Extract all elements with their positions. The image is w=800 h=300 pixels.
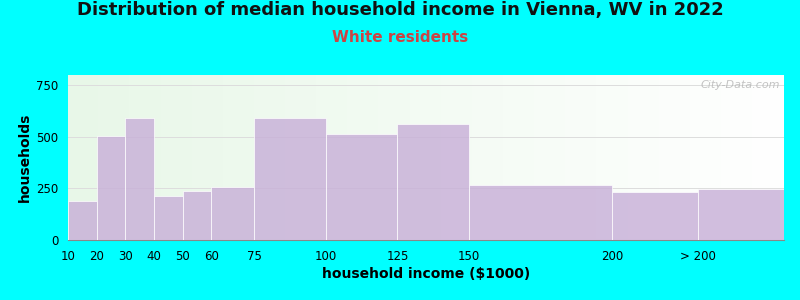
Bar <box>254 118 326 240</box>
Bar <box>469 185 612 240</box>
Text: City-Data.com: City-Data.com <box>701 80 781 90</box>
Bar <box>398 124 469 240</box>
X-axis label: household income ($1000): household income ($1000) <box>322 267 530 281</box>
Bar <box>182 190 211 240</box>
Bar <box>612 191 698 240</box>
Bar <box>126 118 154 240</box>
Bar <box>698 190 784 240</box>
Text: Distribution of median household income in Vienna, WV in 2022: Distribution of median household income … <box>77 2 723 20</box>
Bar <box>326 134 398 240</box>
Bar <box>211 188 254 240</box>
Y-axis label: households: households <box>18 113 32 202</box>
Bar <box>68 201 97 240</box>
Text: White residents: White residents <box>332 30 468 45</box>
Bar <box>97 136 126 240</box>
Bar <box>154 196 182 240</box>
